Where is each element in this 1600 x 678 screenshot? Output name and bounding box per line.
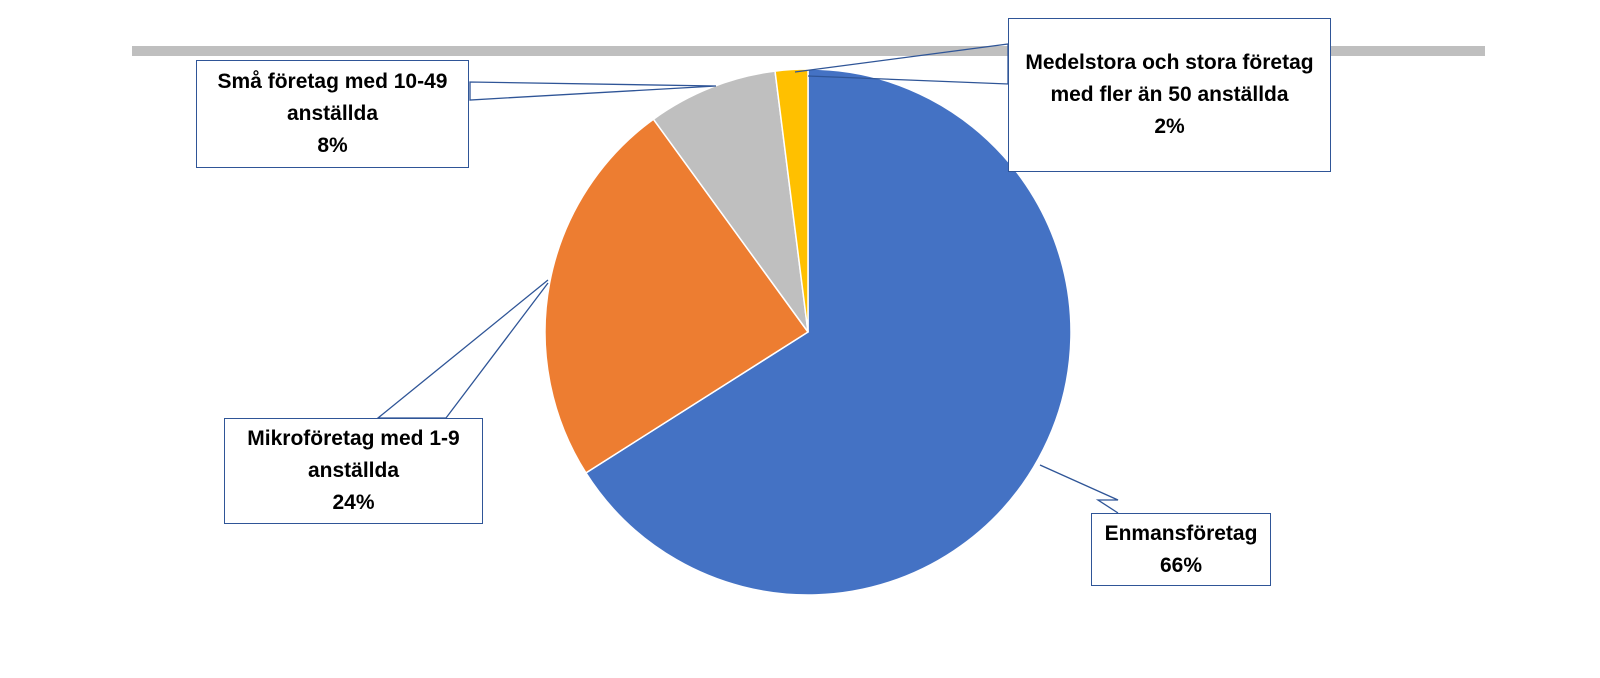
pie-slice [544, 118, 810, 474]
label-value: 24% [332, 491, 375, 514]
pie-slice [584, 68, 1072, 596]
leader-line [469, 81, 717, 101]
label-category: Mikroföretag med 1-9 anställda [247, 427, 460, 482]
label-value: 2% [1154, 115, 1185, 138]
leader-line [1039, 464, 1119, 514]
pie-slice [652, 70, 809, 333]
data-label: Små företag med 10-49 anställda 8% [196, 60, 469, 168]
label-category: Små företag med 10-49 anställda [217, 70, 448, 125]
pie-slice [774, 68, 809, 333]
label-value: 66% [1159, 553, 1203, 577]
data-label: Mikroföretag med 1-9 anställda 24% [224, 418, 483, 524]
label-value: 8% [317, 134, 348, 157]
data-label: Enmansföretag 66% [1091, 513, 1271, 586]
leader-line [376, 279, 549, 419]
pie [544, 68, 1072, 596]
decor-bar [132, 46, 1485, 56]
label-category: Medelstora och stora företag med fler än… [1025, 51, 1314, 106]
label-category: Enmansföretag [1104, 521, 1258, 545]
data-label: Medelstora och stora företag med fler än… [1008, 18, 1331, 172]
